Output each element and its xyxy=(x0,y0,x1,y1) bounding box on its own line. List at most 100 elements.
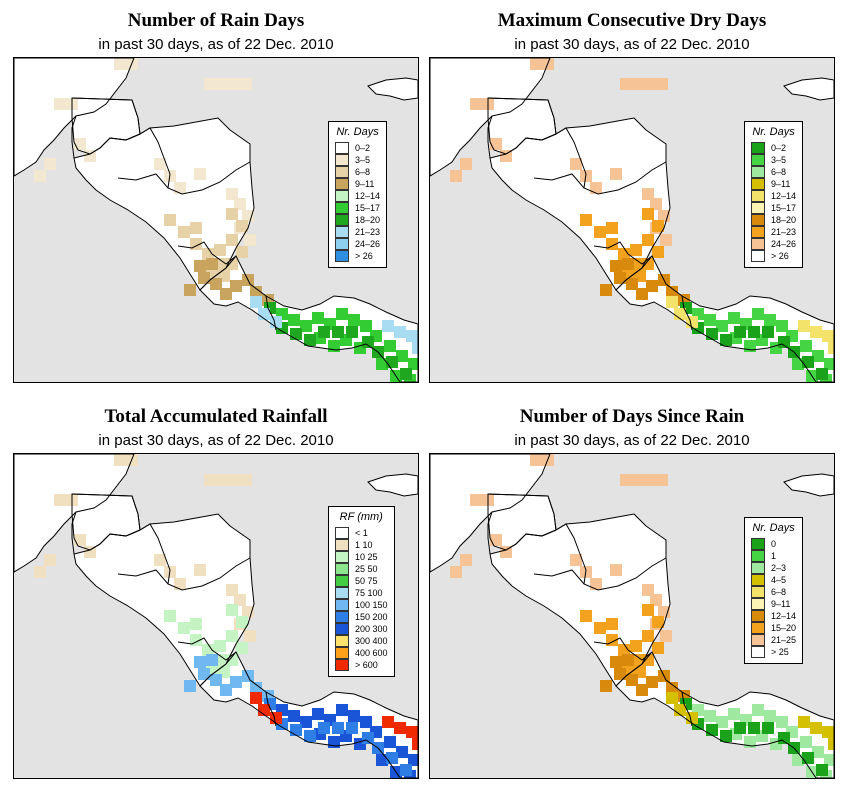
grid-cell xyxy=(460,158,472,170)
legend-swatch xyxy=(335,238,349,250)
grid-cell xyxy=(184,284,196,296)
coastline xyxy=(367,77,418,101)
legend-label: 10 25 xyxy=(355,552,378,562)
grid-cell xyxy=(74,138,86,150)
grid-cell xyxy=(594,226,606,238)
grid-cell xyxy=(346,722,358,734)
legend-row: 12–14 xyxy=(335,190,380,202)
legend-label: 18–20 xyxy=(771,215,797,225)
country-border xyxy=(177,241,237,265)
country-border xyxy=(487,493,557,531)
legend-label: 9–11 xyxy=(771,179,791,189)
country-border xyxy=(117,161,251,195)
legend-label: 6–8 xyxy=(771,587,787,597)
grid-cell xyxy=(270,316,282,328)
grid-cell xyxy=(236,220,248,232)
grid-cell xyxy=(644,78,656,90)
grid-cell xyxy=(652,642,664,654)
grid-cell xyxy=(312,708,324,720)
legend-label: 4–5 xyxy=(771,575,787,585)
coastline xyxy=(783,77,834,101)
legend-row: 0–2 xyxy=(335,142,380,154)
legend-row: 21–23 xyxy=(335,226,380,238)
grid-cell xyxy=(450,566,462,578)
legend-title: Nr. Days xyxy=(752,522,795,534)
grid-cell xyxy=(706,724,718,736)
grid-cell xyxy=(290,724,302,736)
legend-label: 100 150 xyxy=(355,600,388,610)
legend-row: 12–14 xyxy=(751,190,796,202)
grid-cell xyxy=(822,330,834,342)
grid-cell xyxy=(812,746,824,758)
grid-cell xyxy=(656,474,668,486)
grid-cell xyxy=(210,278,222,290)
grid-cell xyxy=(816,764,828,776)
map-dry-days xyxy=(429,57,835,383)
grid-cell xyxy=(348,314,360,326)
grid-cell xyxy=(810,722,822,734)
legend-row: 75 100 xyxy=(335,587,388,599)
grid-cell xyxy=(666,286,678,298)
legend-label: 24–26 xyxy=(355,239,381,249)
country-border xyxy=(555,127,587,189)
panel-subtitle: in past 30 days, as of 22 Dec. 2010 xyxy=(514,36,750,53)
panel-subtitle: in past 30 days, as of 22 Dec. 2010 xyxy=(514,432,750,449)
land-mass xyxy=(490,118,670,290)
legend-dry-days: Nr. Days 0–2 3–5 6–8 9–11 12–14 15–17 18–20 21–… xyxy=(744,121,804,268)
grid-cell xyxy=(184,680,196,692)
grid-cell xyxy=(570,554,582,566)
grid-cell xyxy=(798,320,810,332)
coastline xyxy=(615,255,834,382)
grid-cell xyxy=(348,710,360,722)
grid-cell xyxy=(216,474,228,486)
grid-cell xyxy=(206,654,218,666)
panel-rain-days: Number of Rain Days in past 30 days, as … xyxy=(10,0,422,390)
grid-cell xyxy=(686,712,698,724)
grid-cell xyxy=(230,676,242,688)
grid-cell xyxy=(646,676,658,688)
grid-cell xyxy=(304,730,316,742)
legend-swatch xyxy=(335,551,349,563)
legend-row: 12–14 xyxy=(751,610,796,622)
grid-cell xyxy=(764,710,776,722)
grid-cell xyxy=(642,584,654,596)
legend-row: 3–5 xyxy=(751,154,796,166)
grid-cell xyxy=(800,736,812,748)
grid-cell xyxy=(734,326,746,338)
legend-swatch xyxy=(751,166,765,178)
grid-cell xyxy=(650,198,662,210)
grid-cell xyxy=(202,644,214,656)
grid-cell xyxy=(776,716,788,728)
legend-row: 18–20 xyxy=(751,214,796,226)
legend-swatch xyxy=(335,575,349,587)
grid-cell xyxy=(816,368,828,380)
grid-cell xyxy=(632,78,644,90)
legend-swatch xyxy=(335,202,349,214)
grid-cell xyxy=(288,710,300,722)
legend-row: > 26 xyxy=(335,250,380,262)
grid-cell xyxy=(164,610,176,622)
country-border xyxy=(681,691,693,727)
land-mass xyxy=(490,514,670,686)
grid-cell xyxy=(382,716,394,728)
grid-cell xyxy=(332,722,344,734)
grid-cell xyxy=(470,98,482,110)
legend-label: 15–17 xyxy=(771,203,797,213)
grid-cell xyxy=(304,334,316,346)
legend-swatch xyxy=(335,166,349,178)
grid-cell xyxy=(214,640,226,652)
country-border xyxy=(71,511,77,555)
legend-label: > 600 xyxy=(355,660,378,670)
grid-cell xyxy=(44,554,56,566)
grid-cell xyxy=(174,578,186,590)
grid-cell xyxy=(244,630,256,642)
grid-cell xyxy=(394,722,406,734)
grid-cell xyxy=(226,234,238,246)
grid-cell xyxy=(642,188,654,200)
legend-swatch xyxy=(751,550,765,562)
legend-title: Nr. Days xyxy=(752,126,795,138)
grid-cell xyxy=(190,222,202,234)
grid-cell xyxy=(636,684,648,696)
legend-row: 300 400 xyxy=(335,635,388,647)
legend-label: 15–17 xyxy=(355,203,381,213)
